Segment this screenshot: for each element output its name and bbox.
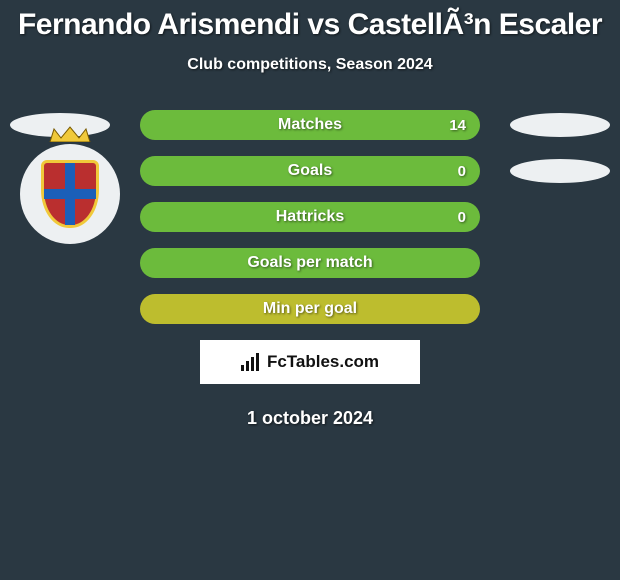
right-slot-oval xyxy=(510,159,610,183)
stat-label: Min per goal xyxy=(140,300,480,318)
brand-text: FcTables.com xyxy=(267,352,379,372)
stat-bar-matches: Matches 14 xyxy=(140,110,480,140)
stat-label: Hattricks xyxy=(140,208,480,226)
brand-label: FcTables.com xyxy=(241,352,379,372)
stat-bar-min-per-goal: Min per goal xyxy=(140,294,480,324)
comparison-card: Fernando Arismendi vs CastellÃ³n Escaler… xyxy=(0,0,620,429)
stat-bar-goals-per-match: Goals per match xyxy=(140,248,480,278)
stat-value: 0 xyxy=(458,163,466,180)
stat-row: Min per goal xyxy=(0,294,620,324)
stat-bar-goals: Goals 0 xyxy=(140,156,480,186)
stat-row: Goals per match xyxy=(0,248,620,278)
stat-row: Matches 14 xyxy=(0,110,620,140)
page-subtitle: Club competitions, Season 2024 xyxy=(0,56,620,74)
brand-box[interactable]: FcTables.com xyxy=(200,340,420,384)
page-title: Fernando Arismendi vs CastellÃ³n Escaler xyxy=(0,8,620,42)
date-label: 1 october 2024 xyxy=(0,408,620,429)
bars-chart-icon xyxy=(241,353,263,371)
stat-value: 14 xyxy=(449,117,466,134)
stat-value: 0 xyxy=(458,209,466,226)
stat-label: Goals xyxy=(140,162,480,180)
stat-label: Goals per match xyxy=(140,254,480,272)
stats-area: Matches 14 Goals 0 xyxy=(0,110,620,429)
stat-row: Hattricks 0 xyxy=(0,202,620,232)
stat-label: Matches xyxy=(140,116,480,134)
stat-bar-hattricks: Hattricks 0 xyxy=(140,202,480,232)
right-slot-oval xyxy=(510,113,610,137)
crown-icon xyxy=(48,126,92,142)
